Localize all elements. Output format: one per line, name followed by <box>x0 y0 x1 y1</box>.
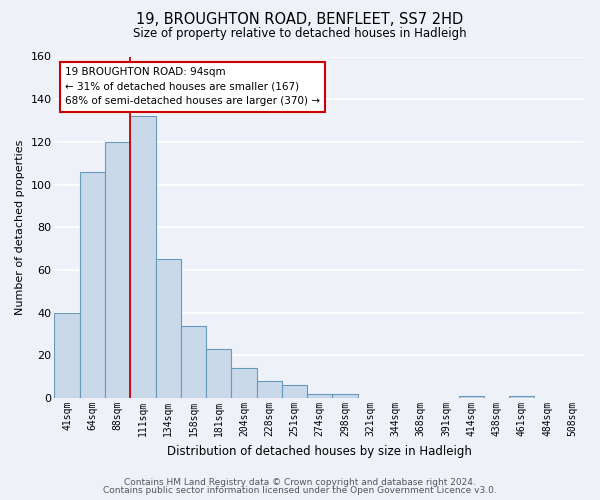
Bar <box>206 349 232 398</box>
Bar <box>181 326 206 398</box>
Bar <box>509 396 535 398</box>
Bar <box>332 394 358 398</box>
Bar <box>232 368 257 398</box>
Bar <box>80 172 105 398</box>
Bar <box>257 381 282 398</box>
Text: Size of property relative to detached houses in Hadleigh: Size of property relative to detached ho… <box>133 28 467 40</box>
Bar <box>105 142 130 398</box>
Bar <box>155 260 181 398</box>
Text: 19, BROUGHTON ROAD, BENFLEET, SS7 2HD: 19, BROUGHTON ROAD, BENFLEET, SS7 2HD <box>136 12 464 28</box>
Bar <box>307 394 332 398</box>
Bar <box>55 312 80 398</box>
Text: 19 BROUGHTON ROAD: 94sqm
← 31% of detached houses are smaller (167)
68% of semi-: 19 BROUGHTON ROAD: 94sqm ← 31% of detach… <box>65 66 320 106</box>
Y-axis label: Number of detached properties: Number of detached properties <box>15 140 25 315</box>
Bar <box>130 116 155 398</box>
Text: Contains public sector information licensed under the Open Government Licence v3: Contains public sector information licen… <box>103 486 497 495</box>
Bar <box>282 386 307 398</box>
Text: Contains HM Land Registry data © Crown copyright and database right 2024.: Contains HM Land Registry data © Crown c… <box>124 478 476 487</box>
X-axis label: Distribution of detached houses by size in Hadleigh: Distribution of detached houses by size … <box>167 444 472 458</box>
Bar <box>458 396 484 398</box>
